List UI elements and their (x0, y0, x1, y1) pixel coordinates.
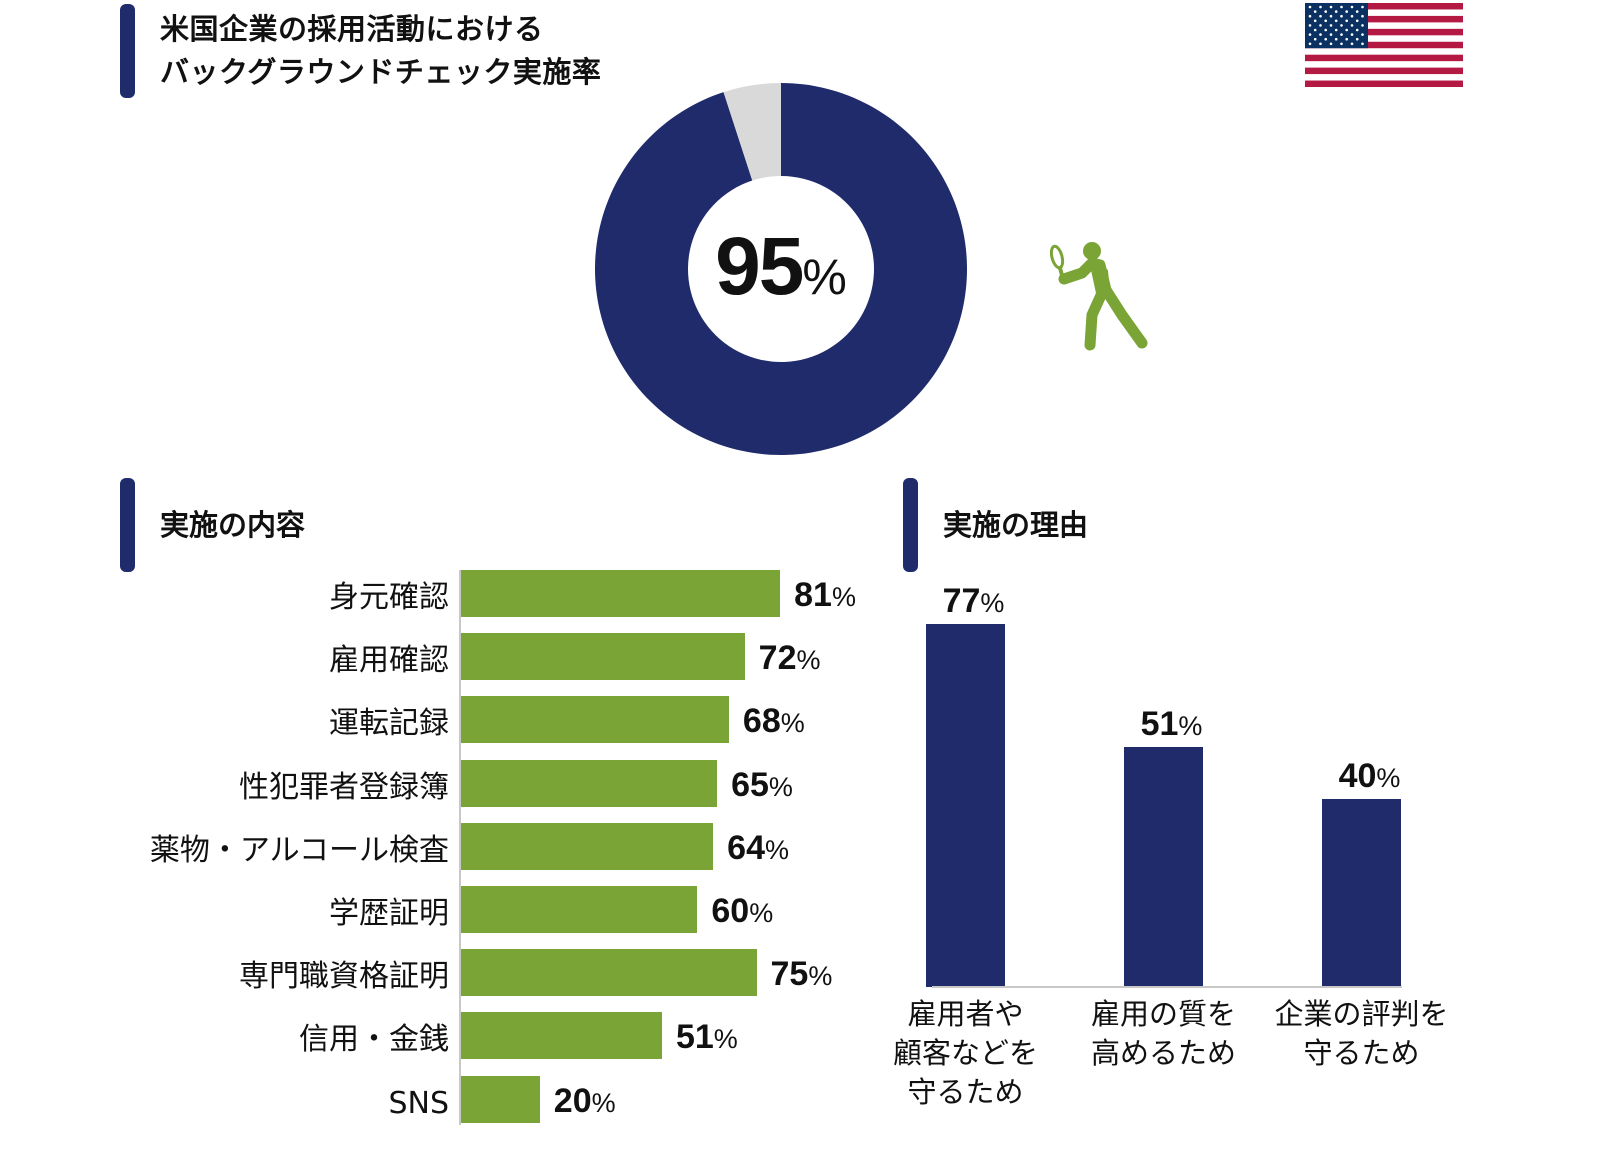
column-category-label: 雇用者や 顧客などを 守るため (892, 997, 1038, 1109)
column-category-label: 企業の評判を 守るため (1274, 997, 1449, 1070)
column-value: 40% (1310, 757, 1430, 796)
column-bar (1124, 746, 1203, 987)
bar-value: 65% (731, 762, 793, 811)
left-section-title: 実施の内容 (160, 508, 306, 542)
bar-value: 81% (794, 572, 856, 621)
bar-row: 性犯罪者登録簿 65% (0, 759, 900, 807)
donut-segment-implemented (595, 83, 967, 456)
bar-value-percent: % (713, 1024, 738, 1055)
left-section-accent-bar (120, 478, 135, 572)
bar-value-percent: % (831, 582, 856, 612)
bar-fill (461, 822, 714, 870)
bar-value-percent: % (591, 1087, 616, 1118)
bar-fill (461, 570, 781, 617)
bar-row: 信用・金銭 51% (0, 1012, 900, 1060)
donut-value-number: 95 (715, 221, 804, 312)
bar-value: 72% (759, 635, 821, 684)
column-value-percent: % (1178, 710, 1203, 741)
page-title: 米国企業の採用活動における バックグラウンドチェック実施率 (160, 8, 601, 94)
bar-value-percent: % (796, 645, 821, 676)
donut-value-percent: % (802, 249, 847, 305)
hbar-axis-line (459, 570, 461, 1125)
right-section-title: 実施の理由 (943, 508, 1089, 542)
bar-value: 68% (743, 698, 805, 747)
donut-center-value: 95% (688, 220, 874, 314)
column-bar (926, 624, 1005, 987)
bar-fill (461, 886, 698, 933)
bar-value-number: 60 (711, 892, 750, 930)
bar-fill (461, 696, 729, 744)
bar-value-number: 65 (731, 765, 769, 804)
bar-row: 身元確認 81% (0, 570, 900, 617)
bar-value: 64% (727, 825, 789, 874)
bar-label: 運転記録 (329, 706, 449, 742)
bar-value: 20% (554, 1078, 616, 1127)
column-value: 51% (1112, 705, 1232, 744)
bar-value-number: 20 (553, 1081, 592, 1120)
bar-row: 学歴証明 60% (0, 886, 900, 933)
title-accent-bar (120, 4, 135, 98)
bar-row: 運転記録 68% (0, 696, 900, 744)
bar-fill (461, 633, 745, 681)
bar-label: 信用・金銭 (299, 1022, 449, 1058)
bar-label: SNS (388, 1085, 449, 1121)
column-value-number: 77 (942, 582, 981, 621)
bar-label: 学歴証明 (329, 896, 449, 931)
person-with-magnifying-glass-icon (1050, 242, 1148, 351)
bar-value-number: 64 (727, 828, 765, 867)
bar-label: 身元確認 (329, 580, 449, 615)
bar-value-percent: % (808, 961, 833, 992)
bar-value-percent: % (768, 771, 793, 802)
column-axis-line (932, 986, 1402, 988)
bar-label: 性犯罪者登録簿 (239, 769, 449, 805)
page-title-line1: 米国企業の採用活動における (160, 12, 544, 46)
bar-fill (461, 759, 718, 807)
bar-value-percent: % (764, 834, 789, 865)
bar-value-number: 75 (770, 955, 809, 994)
bar-label: 薬物・アルコール検査 (149, 832, 449, 868)
bar-row: 雇用確認 72% (0, 633, 900, 681)
bar-label: 雇用確認 (329, 643, 449, 679)
bar-fill (461, 949, 757, 997)
bar-row: SNS 20% (0, 1075, 900, 1123)
column-value: 77% (914, 582, 1034, 621)
right-section-accent-bar (903, 478, 918, 572)
column-value-number: 51 (1140, 704, 1179, 743)
bar-row: 薬物・アルコール検査 64% (0, 822, 900, 870)
bar-value: 75% (771, 951, 833, 1000)
column-value-number: 40 (1338, 756, 1377, 795)
bar-value-number: 72 (758, 639, 797, 678)
bar-value-number: 81 (794, 576, 832, 614)
bar-value-percent: % (749, 898, 774, 928)
donut-chart (595, 83, 967, 456)
bar-value: 51% (676, 1014, 738, 1063)
column-category-label: 雇用の質を 高めるため (1090, 997, 1236, 1070)
us-flag-icon (1305, 3, 1463, 87)
bar-fill (461, 1012, 662, 1060)
bar-value-percent: % (780, 708, 805, 739)
column-value-percent: % (980, 588, 1005, 619)
bar-fill (461, 1075, 540, 1123)
page-title-line2: バックグラウンドチェック実施率 (160, 55, 602, 89)
bar-row: 専門職資格証明 75% (0, 949, 900, 997)
bar-value-number: 51 (675, 1018, 714, 1057)
donut-segment-not-implemented (723, 83, 781, 181)
bar-value-number: 68 (742, 702, 781, 741)
bar-value: 60% (711, 888, 773, 937)
bar-label: 専門職資格証明 (239, 959, 449, 995)
column-value-percent: % (1376, 762, 1401, 793)
column-bar (1322, 798, 1401, 987)
